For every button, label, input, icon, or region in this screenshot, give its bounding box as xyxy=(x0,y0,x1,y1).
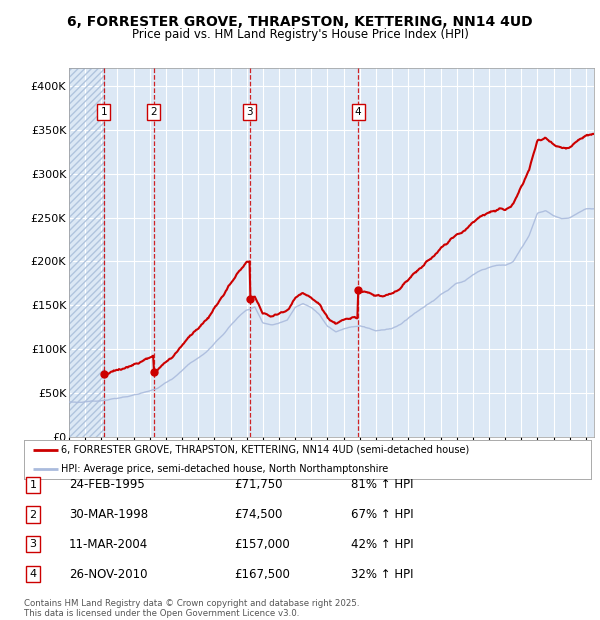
Text: Price paid vs. HM Land Registry's House Price Index (HPI): Price paid vs. HM Land Registry's House … xyxy=(131,28,469,41)
Text: 81% ↑ HPI: 81% ↑ HPI xyxy=(351,479,413,491)
Text: £74,500: £74,500 xyxy=(234,508,283,521)
Text: £71,750: £71,750 xyxy=(234,479,283,491)
Text: 24-FEB-1995: 24-FEB-1995 xyxy=(69,479,145,491)
Text: 42% ↑ HPI: 42% ↑ HPI xyxy=(351,538,413,551)
Bar xyxy=(69,68,104,437)
Text: 67% ↑ HPI: 67% ↑ HPI xyxy=(351,508,413,521)
Text: 1: 1 xyxy=(100,107,107,117)
Bar xyxy=(69,68,104,437)
Text: £157,000: £157,000 xyxy=(234,538,290,551)
Text: 6, FORRESTER GROVE, THRAPSTON, KETTERING, NN14 4UD: 6, FORRESTER GROVE, THRAPSTON, KETTERING… xyxy=(67,16,533,30)
Text: 6, FORRESTER GROVE, THRAPSTON, KETTERING, NN14 4UD (semi-detached house): 6, FORRESTER GROVE, THRAPSTON, KETTERING… xyxy=(61,445,469,455)
Text: 2: 2 xyxy=(151,107,157,117)
Text: HPI: Average price, semi-detached house, North Northamptonshire: HPI: Average price, semi-detached house,… xyxy=(61,464,388,474)
Text: 30-MAR-1998: 30-MAR-1998 xyxy=(69,508,148,521)
Text: 32% ↑ HPI: 32% ↑ HPI xyxy=(351,568,413,580)
Text: 26-NOV-2010: 26-NOV-2010 xyxy=(69,568,148,580)
Text: 11-MAR-2004: 11-MAR-2004 xyxy=(69,538,148,551)
Text: 2: 2 xyxy=(29,510,37,520)
Text: Contains HM Land Registry data © Crown copyright and database right 2025.
This d: Contains HM Land Registry data © Crown c… xyxy=(24,599,359,618)
Text: 4: 4 xyxy=(29,569,37,579)
Text: 1: 1 xyxy=(29,480,37,490)
Text: 4: 4 xyxy=(355,107,361,117)
Text: £167,500: £167,500 xyxy=(234,568,290,580)
Text: 3: 3 xyxy=(247,107,253,117)
Text: 3: 3 xyxy=(29,539,37,549)
